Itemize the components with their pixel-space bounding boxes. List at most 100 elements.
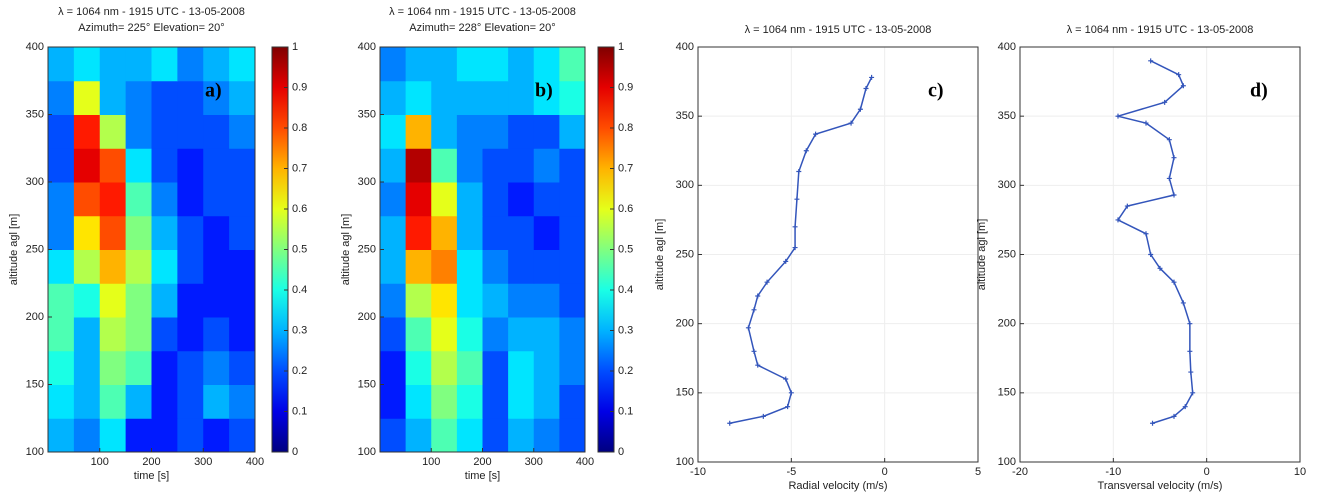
colorbar-tick-label: 0.8 bbox=[618, 122, 633, 134]
heat-cell bbox=[405, 350, 432, 385]
heat-cell bbox=[405, 283, 432, 318]
heat-cell bbox=[229, 47, 256, 82]
point bbox=[1187, 321, 1193, 327]
x-axis-label: time [s] bbox=[134, 470, 169, 482]
heat-cell bbox=[482, 114, 509, 149]
y-tick-label: 350 bbox=[358, 108, 376, 120]
point bbox=[1180, 300, 1186, 306]
y-tick-label: 100 bbox=[358, 446, 376, 458]
heat-cell bbox=[380, 249, 407, 284]
y-axis-label: altitude agl [m] bbox=[976, 219, 988, 291]
heat-cell bbox=[177, 114, 204, 149]
heat-cell bbox=[380, 350, 407, 385]
heat-cell bbox=[73, 418, 101, 453]
y-tick-label: 350 bbox=[998, 110, 1016, 122]
chart-title: λ = 1064 nm - 1915 UTC - 13-05-2008 bbox=[1067, 24, 1254, 36]
point bbox=[1166, 175, 1172, 181]
point bbox=[1143, 231, 1149, 237]
heat-cell bbox=[405, 182, 432, 217]
point bbox=[1187, 348, 1193, 354]
y-tick-label: 400 bbox=[26, 41, 44, 53]
x-tick-label: 5 bbox=[975, 466, 981, 478]
heat-cell bbox=[73, 148, 101, 183]
colorbar-tick-label: 0.1 bbox=[292, 405, 307, 417]
heat-cell bbox=[456, 283, 483, 318]
chart-subtitle: Azimuth= 228° Elevation= 20° bbox=[409, 22, 555, 34]
heat-cell bbox=[559, 47, 586, 82]
heat-cell bbox=[125, 47, 152, 82]
heat-cell bbox=[125, 418, 152, 453]
heat-cell bbox=[99, 249, 127, 284]
y-tick-label: 150 bbox=[358, 378, 376, 390]
heat-cell bbox=[431, 249, 458, 284]
point bbox=[727, 420, 733, 426]
heat-cell bbox=[405, 384, 432, 419]
heat-cell bbox=[151, 148, 178, 183]
y-tick-label: 100 bbox=[998, 456, 1016, 468]
colorbar-tick-label: 1 bbox=[292, 41, 298, 53]
heat-cell bbox=[482, 317, 509, 352]
heat-cell bbox=[73, 350, 101, 385]
point bbox=[1188, 369, 1194, 375]
chart-title: λ = 1064 nm - 1915 UTC - 13-05-2008 bbox=[745, 24, 932, 36]
heat-cell bbox=[533, 80, 560, 115]
x-tick-label: 300 bbox=[525, 456, 543, 468]
point bbox=[785, 404, 791, 410]
y-tick-label: 300 bbox=[676, 179, 694, 191]
heat-cell bbox=[482, 283, 509, 318]
x-axis-label: Radial velocity (m/s) bbox=[788, 480, 887, 492]
heat-cell bbox=[508, 114, 535, 149]
heat-cell bbox=[405, 418, 432, 453]
heat-cell bbox=[151, 384, 178, 419]
colorbar-tick-label: 0.1 bbox=[618, 405, 633, 417]
heat-cell bbox=[125, 384, 152, 419]
heat-cell bbox=[48, 249, 75, 284]
point bbox=[1157, 265, 1163, 271]
heat-cell bbox=[99, 418, 127, 453]
heat-cell bbox=[559, 384, 586, 419]
point bbox=[745, 325, 751, 331]
y-axis-label: altitude agl [m] bbox=[8, 214, 20, 286]
y-tick-label: 250 bbox=[26, 243, 44, 255]
heat-cell bbox=[151, 80, 178, 115]
heat-cell bbox=[405, 47, 432, 82]
point bbox=[803, 148, 809, 154]
heat-cell bbox=[125, 317, 152, 352]
point bbox=[869, 74, 875, 80]
heat-cell bbox=[151, 182, 178, 217]
heat-cell bbox=[533, 182, 560, 217]
heat-cell bbox=[533, 249, 560, 284]
y-tick-label: 300 bbox=[26, 176, 44, 188]
point bbox=[792, 245, 798, 251]
heat-cell bbox=[99, 114, 127, 149]
point bbox=[755, 293, 761, 299]
heat-cell bbox=[380, 182, 407, 217]
heat-cell bbox=[533, 418, 560, 453]
heat-cell bbox=[482, 148, 509, 183]
colorbar-tick-label: 0.7 bbox=[618, 162, 633, 174]
panel-label: d) bbox=[1250, 80, 1268, 102]
colorbar-tick-label: 0.3 bbox=[618, 324, 633, 336]
x-tick-label: 200 bbox=[142, 456, 160, 468]
heat-cell bbox=[177, 80, 204, 115]
heat-cell bbox=[73, 80, 101, 115]
heat-cell bbox=[405, 114, 432, 149]
heat-cell bbox=[482, 418, 509, 453]
panel-label: a) bbox=[205, 80, 222, 102]
y-tick-label: 350 bbox=[676, 110, 694, 122]
heat-cell bbox=[48, 47, 75, 82]
colorbar-tick-label: 0.4 bbox=[618, 284, 633, 296]
heat-cell bbox=[559, 182, 586, 217]
heat-cell bbox=[508, 182, 535, 217]
heat-cell bbox=[125, 148, 152, 183]
heat-cell bbox=[151, 249, 178, 284]
heat-cell bbox=[456, 350, 483, 385]
heat-cell bbox=[125, 249, 152, 284]
heat-cell bbox=[508, 418, 535, 453]
heat-cell bbox=[203, 384, 230, 419]
x-tick-label: 300 bbox=[194, 456, 212, 468]
y-tick-label: 200 bbox=[998, 318, 1016, 330]
heat-cell bbox=[73, 47, 101, 82]
heat-cell bbox=[533, 283, 560, 318]
